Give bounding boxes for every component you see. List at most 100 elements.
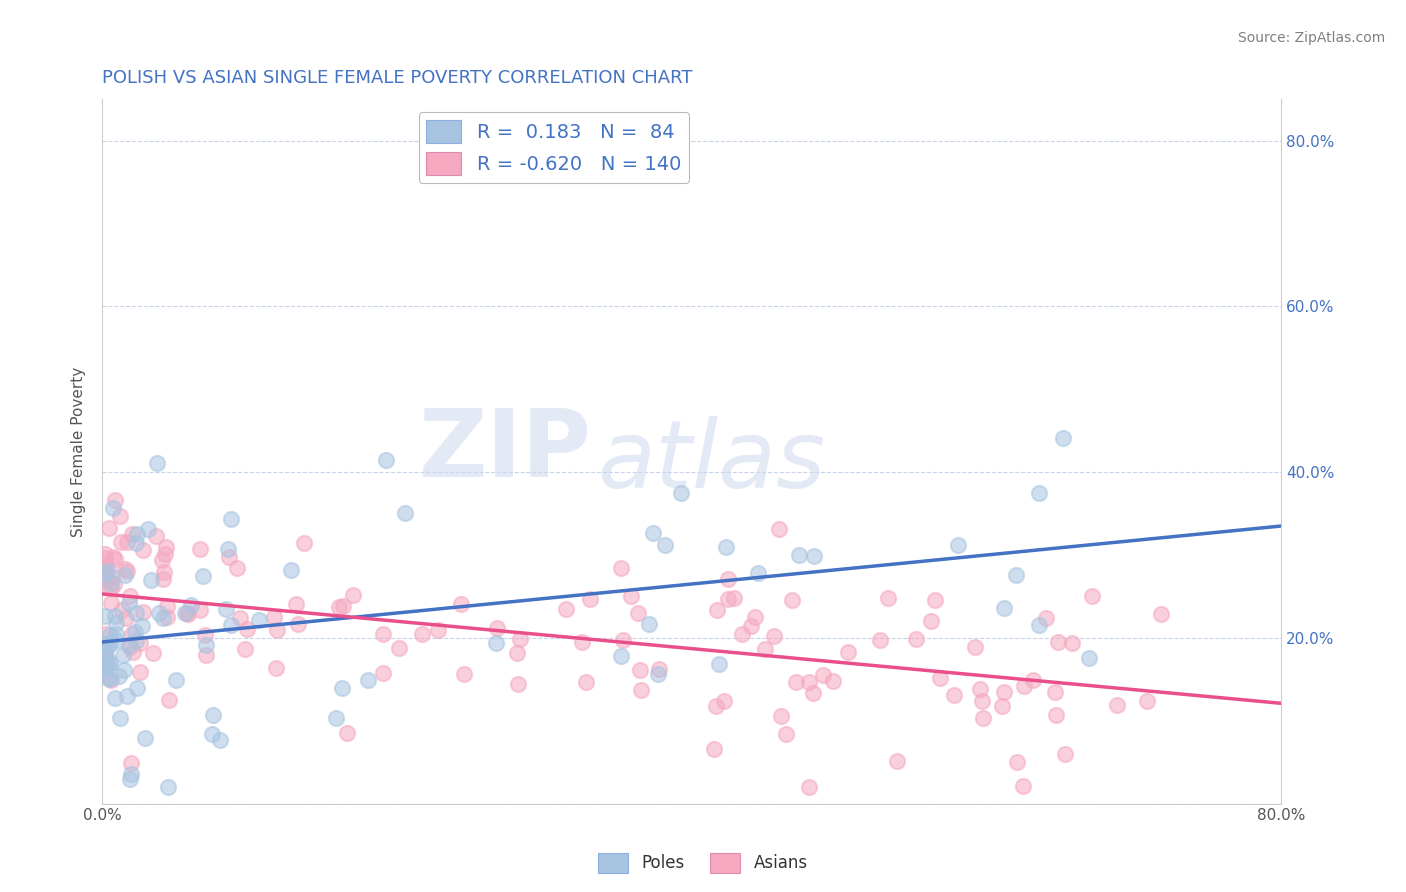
Point — [111, 602, 134, 616]
Point — [97, 671, 120, 685]
Point — [94, 558, 117, 572]
Point — [371, 627, 394, 641]
Point — [155, 599, 177, 613]
Point — [837, 645, 859, 659]
Point — [100, 581, 122, 595]
Point — [157, 692, 180, 706]
Point — [121, 527, 143, 541]
Point — [94, 645, 117, 659]
Point — [886, 755, 908, 769]
Point — [94, 561, 117, 575]
Point — [575, 675, 598, 690]
Point — [342, 588, 364, 602]
Point — [236, 622, 259, 636]
Point — [136, 522, 159, 536]
Point — [717, 572, 740, 586]
Point — [134, 731, 156, 745]
Point — [97, 573, 120, 587]
Point — [94, 609, 117, 624]
Point — [101, 549, 124, 564]
Point — [98, 628, 121, 642]
Point — [785, 675, 807, 690]
Point — [263, 610, 285, 624]
Point — [194, 627, 217, 641]
Point — [146, 456, 169, 470]
Point — [194, 639, 217, 653]
Point — [801, 686, 824, 700]
Point — [100, 673, 122, 687]
Point — [150, 552, 173, 566]
Point — [485, 636, 508, 650]
Point — [357, 673, 380, 687]
Point — [292, 536, 315, 550]
Point — [612, 633, 634, 648]
Point — [148, 607, 170, 621]
Point — [747, 566, 769, 580]
Point — [132, 542, 155, 557]
Point — [703, 741, 725, 756]
Point — [152, 572, 174, 586]
Point — [991, 698, 1014, 713]
Legend: Poles, Asians: Poles, Asians — [592, 847, 814, 880]
Point — [157, 780, 180, 794]
Point — [453, 667, 475, 681]
Point — [555, 602, 578, 616]
Point — [104, 608, 127, 623]
Point — [803, 549, 825, 563]
Point — [775, 726, 797, 740]
Point — [972, 711, 994, 725]
Point — [103, 576, 125, 591]
Point — [993, 685, 1015, 699]
Point — [647, 662, 669, 676]
Point — [965, 640, 987, 654]
Point — [218, 549, 240, 564]
Point — [98, 520, 121, 534]
Point — [104, 690, 127, 705]
Point — [509, 632, 531, 646]
Point — [325, 711, 347, 725]
Point — [121, 627, 143, 641]
Point — [394, 507, 416, 521]
Point — [770, 709, 793, 723]
Point — [709, 657, 731, 671]
Point — [127, 527, 149, 541]
Point — [654, 538, 676, 552]
Point — [188, 603, 211, 617]
Point — [717, 591, 740, 606]
Y-axis label: Single Female Poverty: Single Female Poverty — [72, 367, 86, 536]
Point — [1077, 651, 1099, 665]
Point — [1150, 607, 1173, 622]
Point — [426, 623, 449, 637]
Text: Source: ZipAtlas.com: Source: ZipAtlas.com — [1237, 31, 1385, 45]
Point — [94, 566, 117, 581]
Point — [1081, 589, 1104, 603]
Point — [780, 592, 803, 607]
Point — [1107, 698, 1129, 712]
Point — [628, 663, 651, 677]
Point — [221, 512, 243, 526]
Point — [96, 658, 118, 673]
Point — [98, 656, 121, 670]
Point — [124, 624, 146, 639]
Point — [110, 535, 132, 549]
Point — [118, 596, 141, 610]
Legend: R =  0.183   N =  84, R = -0.620   N = 140: R = 0.183 N = 84, R = -0.620 N = 140 — [419, 112, 689, 183]
Point — [969, 682, 991, 697]
Point — [145, 529, 167, 543]
Point — [94, 627, 117, 641]
Point — [120, 767, 142, 781]
Point — [94, 637, 117, 651]
Point — [328, 599, 350, 614]
Point — [610, 648, 633, 663]
Point — [153, 565, 176, 579]
Point — [152, 610, 174, 624]
Point — [744, 610, 766, 624]
Text: atlas: atlas — [598, 417, 825, 508]
Point — [924, 593, 946, 607]
Point — [1004, 567, 1026, 582]
Point — [1052, 431, 1074, 445]
Point — [821, 673, 844, 688]
Point — [115, 564, 138, 578]
Point — [104, 633, 127, 648]
Point — [103, 501, 125, 516]
